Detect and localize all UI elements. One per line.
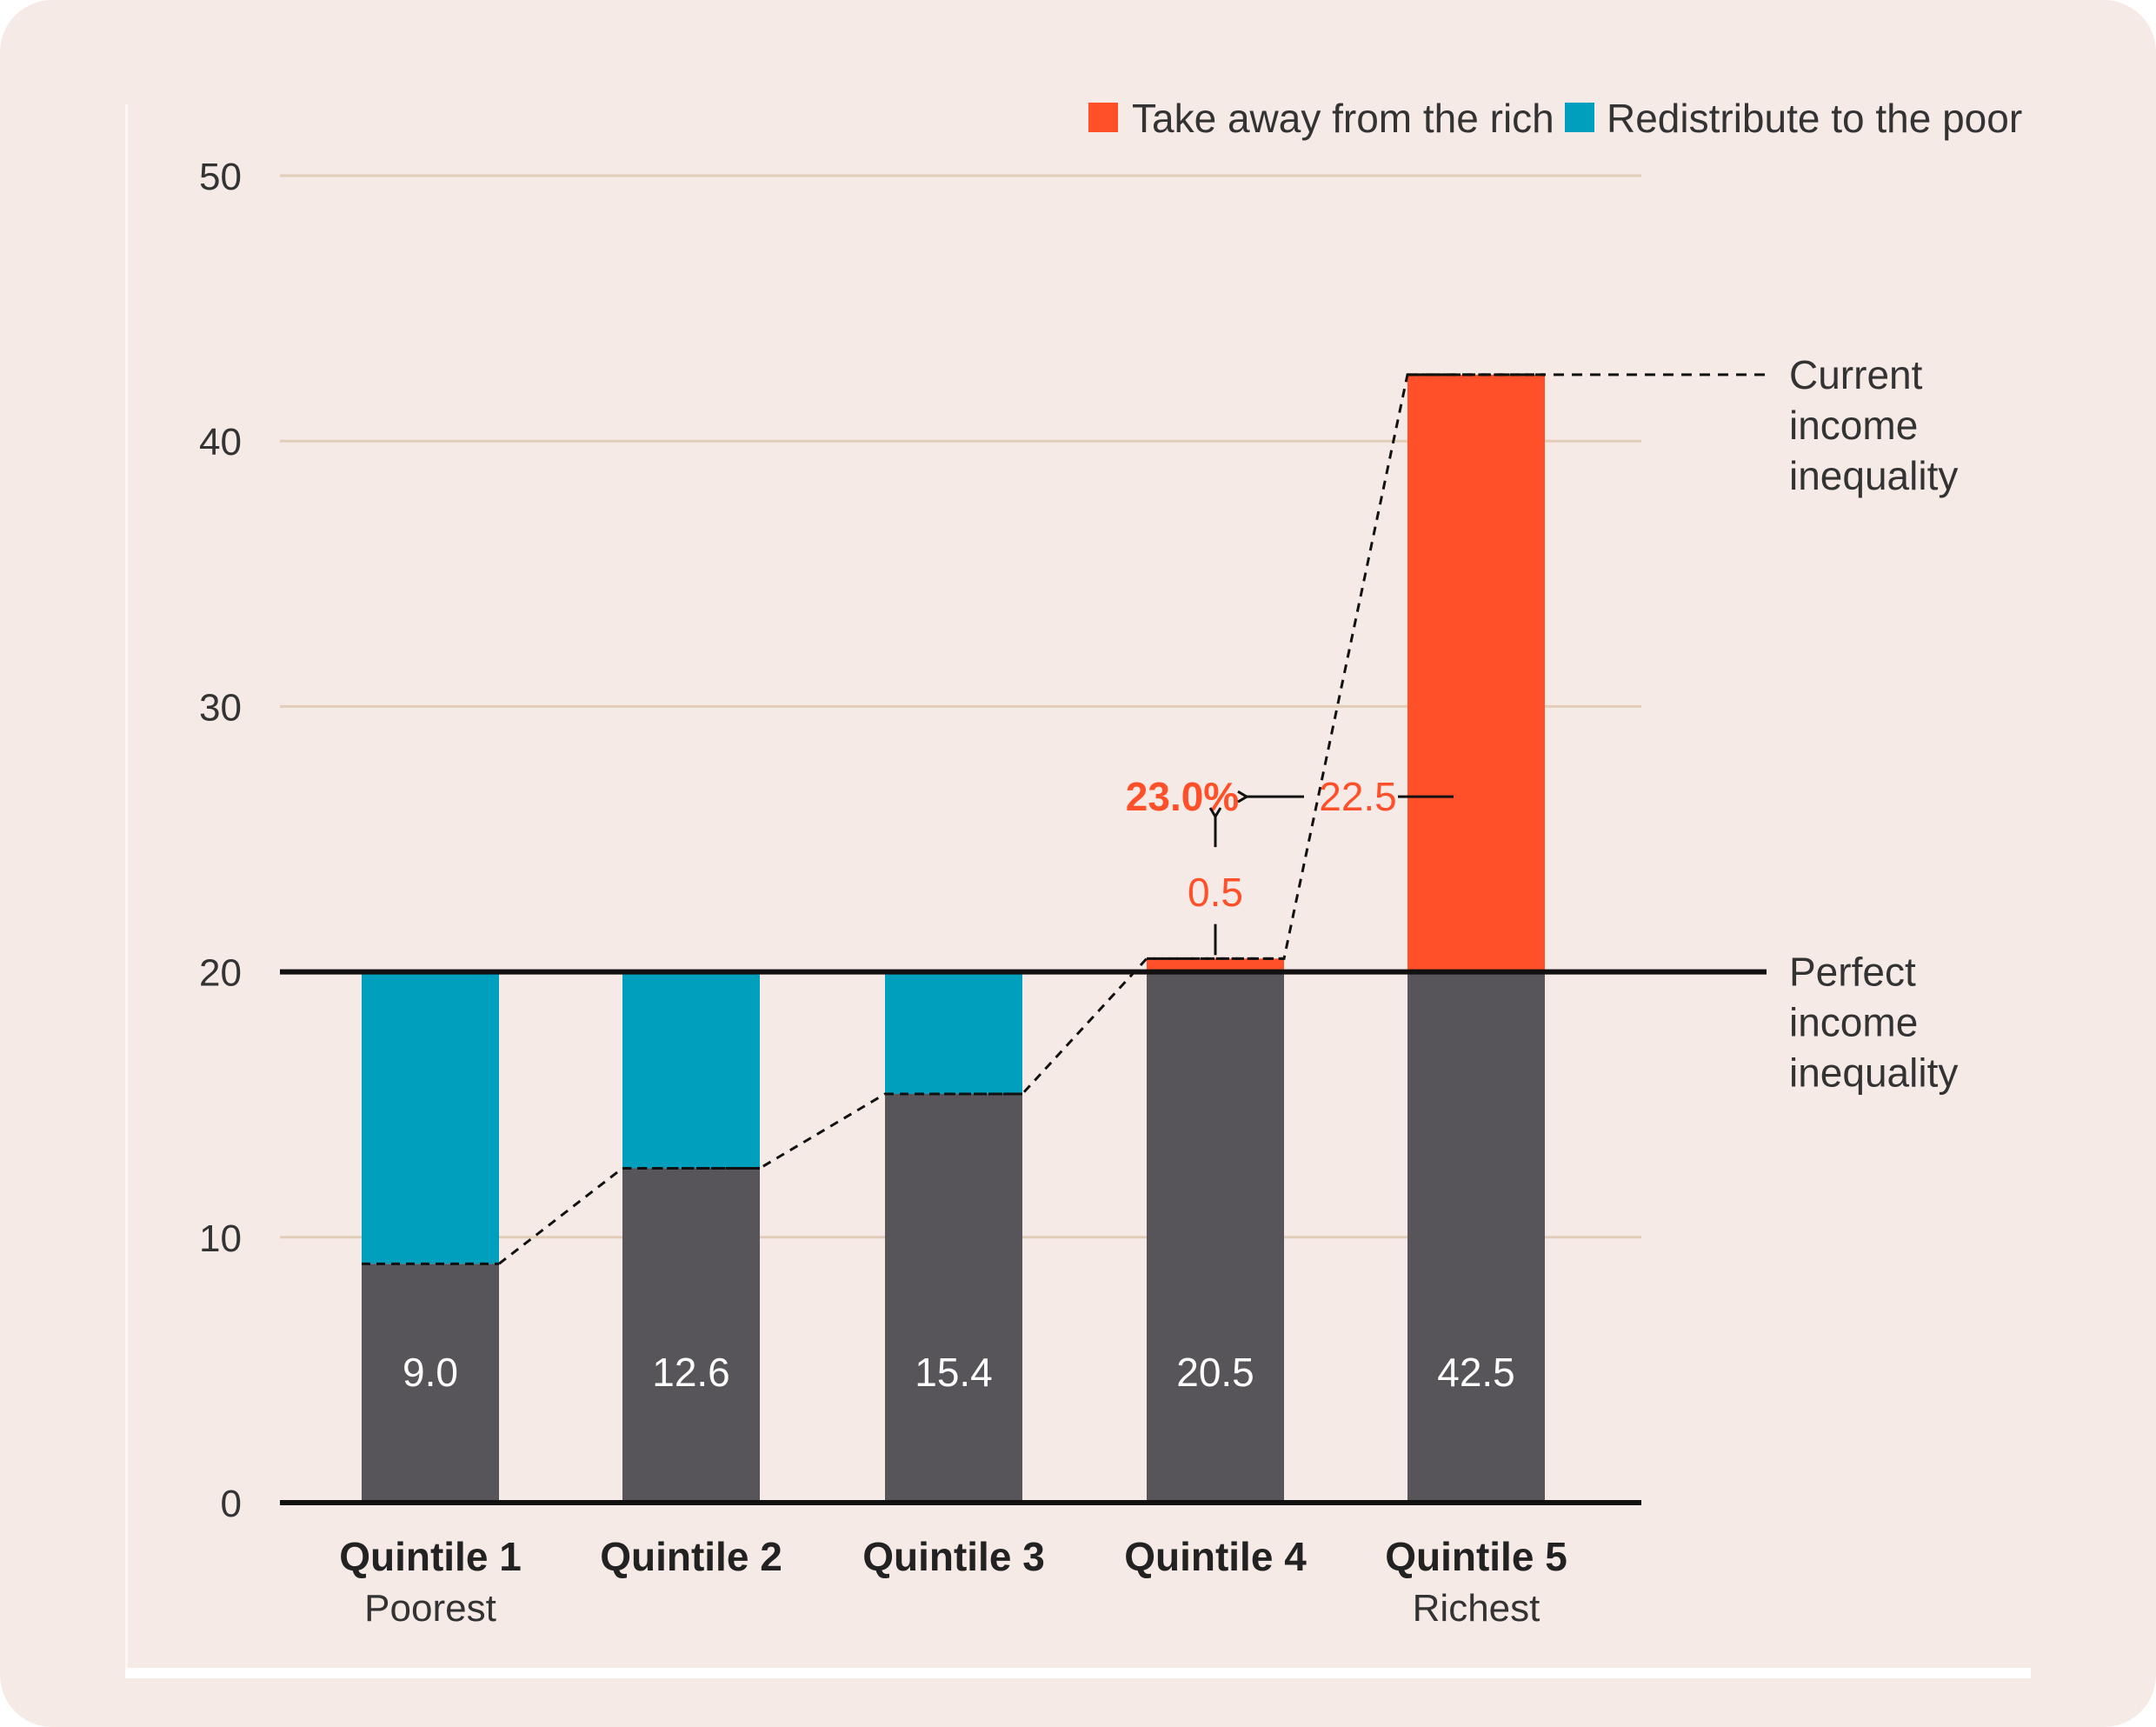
- bar-redistribute-1: [362, 971, 499, 1264]
- bar-value-label-2: 12.6: [652, 1350, 730, 1395]
- bar-redistribute-3: [885, 971, 1022, 1094]
- x-label-3: Quintile 3: [862, 1534, 1045, 1579]
- bar-value-label-4: 20.5: [1176, 1350, 1254, 1395]
- current-label-line-3: inequality: [1789, 453, 1958, 498]
- x-label-4: Quintile 4: [1124, 1534, 1307, 1579]
- q5-excess-label: 22.5: [1319, 774, 1397, 819]
- y-tick-label-0: 0: [221, 1483, 242, 1525]
- left-strip: [125, 104, 128, 1670]
- perfect-label-line-1: Perfect: [1789, 950, 1916, 995]
- y-tick-label-20: 20: [199, 952, 242, 995]
- legend-swatch-rich: [1088, 103, 1118, 132]
- y-tick-label-10: 10: [199, 1217, 242, 1260]
- legend-swatch-poor: [1565, 103, 1594, 132]
- bar-value-label-3: 15.4: [915, 1350, 993, 1395]
- x-sublabel-1: Poorest: [364, 1587, 496, 1630]
- bar-base-2: [622, 1168, 760, 1503]
- bottom-strip: [125, 1668, 2031, 1678]
- x-label-2: Quintile 2: [600, 1534, 782, 1579]
- y-tick-label-50: 50: [199, 156, 242, 198]
- current-label-line-2: income: [1789, 403, 1918, 448]
- reference-lines: Perfect income inequality Current income ineq…: [280, 352, 1958, 1505]
- bar-takeaway-5: [1407, 374, 1545, 972]
- legend-label-rich: Take away from the rich: [1132, 96, 1554, 141]
- x-label-5: Quintile 5: [1385, 1534, 1567, 1579]
- bar-takeaway-4: [1147, 958, 1284, 972]
- bars: 9.0 12.6 15.4 20.5 42.5: [362, 373, 1545, 1503]
- x-label-1: Quintile 1: [339, 1534, 522, 1579]
- legend-label-poor: Redistribute to the poor: [1607, 96, 2022, 141]
- total-share-label: 23.0%: [1126, 774, 1239, 819]
- annotations: 23.0% 22.5 0.5: [1126, 774, 1454, 956]
- bar-base-1: [362, 1264, 499, 1503]
- bar-value-label-5: 42.5: [1437, 1350, 1515, 1395]
- x-sublabel-5: Richest: [1413, 1587, 1540, 1630]
- y-axis-ticks: 0 10 20 30 40 50: [199, 156, 242, 1525]
- bar-base-5: [1407, 971, 1545, 1503]
- bar-base-4: [1147, 971, 1284, 1503]
- perfect-label-line-2: income: [1789, 1000, 1918, 1045]
- bar-redistribute-2: [622, 971, 760, 1169]
- bar-base-3: [885, 1093, 1022, 1503]
- y-tick-label-40: 40: [199, 421, 242, 463]
- y-tick-label-30: 30: [199, 686, 242, 729]
- bar-value-label-1: 9.0: [403, 1350, 458, 1395]
- perfect-label-line-3: inequality: [1789, 1050, 1958, 1096]
- q4-excess-label: 0.5: [1188, 870, 1243, 915]
- legend: Take away from the rich Redistribute to …: [1088, 96, 2022, 141]
- x-axis-labels: Quintile 1 Poorest Quintile 2 Quintile 3 Qui…: [339, 1534, 1567, 1630]
- current-label-line-1: Current: [1789, 352, 1923, 397]
